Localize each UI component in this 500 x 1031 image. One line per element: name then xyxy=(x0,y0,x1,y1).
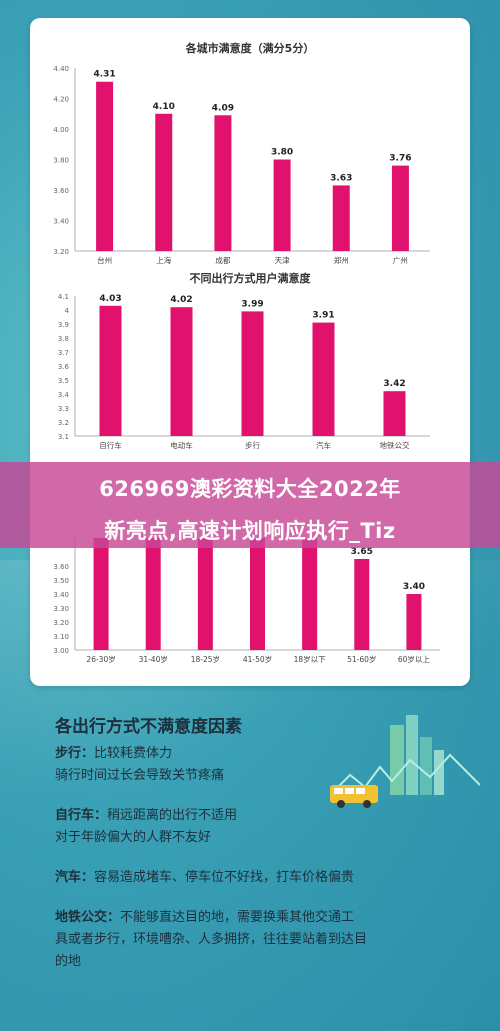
chart1-data-label: 4.10 xyxy=(153,102,175,112)
chart1-data-label: 4.09 xyxy=(212,103,234,113)
chart3-data-label: 3.65 xyxy=(351,547,373,557)
chart3-ytick-label: 3.10 xyxy=(53,633,69,641)
chart3-ytick-label: 3.40 xyxy=(53,591,69,599)
chart2-xtick-label: 自行车 xyxy=(99,440,122,450)
chart2-ytick-label: 3.6 xyxy=(58,363,70,371)
chart2-ytick-label: 3.9 xyxy=(58,321,69,329)
chart3-bar xyxy=(197,538,213,650)
charts-card: 各城市满意度（满分5分） 3.20 3.40 3.60 3.80 4.00 4.20 4.4… xyxy=(30,18,470,686)
factor-text: 稍远距离的出行不适用 对于年龄偏大的人群不友好 xyxy=(55,808,238,845)
chart3-xtick-label: 60岁以上 xyxy=(398,654,431,664)
chart2-data-label: 3.99 xyxy=(241,299,263,309)
factor-text: 比较耗费体力 骑行时间过长会导致关节疼痛 xyxy=(55,746,225,783)
chart3-ytick-label: 3.30 xyxy=(53,605,69,613)
banner-line2: 新亮点,高速计划响应执行_Tiz xyxy=(104,519,396,543)
chart1-data-label: 4.31 xyxy=(93,70,115,80)
chart3-xtick-label: 31-40岁 xyxy=(139,654,168,664)
chart3-ytick-label: 3.00 xyxy=(53,647,69,655)
factor-walk: 步行：比较耗费体力 骑行时间过长会导致关节疼痛 xyxy=(55,743,355,787)
chart1-xtick-label: 郑州 xyxy=(334,255,349,265)
chart2-ytick-label: 3.7 xyxy=(58,349,69,357)
chart3-ytick-label: 3.50 xyxy=(53,577,69,585)
overlay-banner[interactable]: 626969澳彩资料大全2022年 新亮点,高速计划响应执行_Tiz xyxy=(0,462,500,548)
chart1-xtick-label: 成都 xyxy=(215,255,230,265)
chart1-ytick-label: 4.20 xyxy=(53,96,69,104)
section-title: 各出行方式不满意度因素 xyxy=(55,717,242,737)
factor-car: 汽车：容易造成堵车、停车位不好找，打车价格偏贵 xyxy=(55,867,455,889)
chart3-xtick-label: 18-25岁 xyxy=(191,654,220,664)
chart2-ytick-label: 3.3 xyxy=(58,405,69,413)
chart3-xtick-label: 41-50岁 xyxy=(243,654,272,664)
chart2-xtick-label: 地铁公交 xyxy=(380,440,410,450)
chart2-xtick-label: 汽车 xyxy=(316,440,331,450)
chart3-ytick-label: 3.20 xyxy=(53,619,69,627)
chart1-bar xyxy=(214,115,232,252)
factor-text: 不能够直达目的地，需要换乘其他交通工 具或者步行，环境嘈杂、人多拥挤，往往要站着… xyxy=(55,910,368,969)
chart1-bar xyxy=(332,185,350,251)
banner-line1: 626969澳彩资料大全2022年 xyxy=(99,477,401,501)
factor-label: 地铁公交： xyxy=(55,910,121,925)
chart2-data-label: 3.42 xyxy=(383,379,405,389)
chart1-xtick-label: 天津 xyxy=(275,256,290,265)
chart3-bar xyxy=(145,538,161,650)
chart1-xtick-label: 上海 xyxy=(156,255,171,265)
chart2-title: 不同出行方式用户满意度 xyxy=(189,272,311,285)
chart1-bar xyxy=(155,113,173,251)
chart1-ytick-label: 3.20 xyxy=(53,248,69,256)
chart1-data-label: 3.63 xyxy=(330,173,352,183)
chart1-xtick-label: 广州 xyxy=(393,255,408,265)
chart3-xtick-label: 26-30岁 xyxy=(86,654,115,664)
chart3-svg: 3.00 3.10 3.20 3.30 3.40 3.50 3.60 26-30岁 31-40岁… xyxy=(53,538,440,664)
chart2-ytick-label: 3.2 xyxy=(58,419,69,427)
chart2-data-label: 4.02 xyxy=(170,295,192,305)
factor-label: 自行车： xyxy=(55,808,108,823)
chart1-ytick-label: 3.60 xyxy=(53,187,69,195)
chart2-bar xyxy=(99,305,122,436)
city-bus-illustration xyxy=(330,715,480,808)
chart1-bar xyxy=(391,165,409,251)
chart1-ytick-label: 4.00 xyxy=(53,126,69,134)
chart1-ytick-label: 4.40 xyxy=(53,65,69,73)
chart3-bar xyxy=(93,538,109,650)
chart2-xtick-label: 步行 xyxy=(245,440,260,450)
chart2-bar xyxy=(383,391,406,436)
chart2-bar xyxy=(312,322,335,436)
chart1-data-label: 3.80 xyxy=(271,148,293,158)
chart1-data-label: 3.76 xyxy=(389,154,411,164)
chart2-ytick-label: 3.4 xyxy=(58,391,70,399)
chart3-bar xyxy=(250,538,265,650)
factor-bicycle: 自行车：稍远距离的出行不适用 对于年龄偏大的人群不友好 xyxy=(55,805,355,849)
chart2-data-label: 4.03 xyxy=(99,294,121,304)
chart2-bar xyxy=(241,311,264,436)
chart1-ytick-label: 3.40 xyxy=(53,218,69,226)
chart3-bar xyxy=(406,594,422,650)
chart2-data-label: 3.91 xyxy=(312,311,334,321)
chart1-xtick-label: 台州 xyxy=(97,255,112,265)
chart1-ytick-label: 3.80 xyxy=(53,157,69,165)
chart3-ytick-label: 3.60 xyxy=(53,563,69,571)
chart1-bar xyxy=(273,159,291,251)
factor-label: 步行： xyxy=(55,746,95,761)
chart1-svg: 3.20 3.40 3.60 3.80 4.00 4.20 4.40 4.31 台州 4.10 上海… xyxy=(53,65,430,265)
chart2-bar xyxy=(170,307,193,436)
chart1-title: 各城市满意度（满分5分） xyxy=(185,42,315,55)
chart2-ytick-label: 4 xyxy=(65,307,70,315)
chart2-svg: 3.1 3.2 3.3 3.4 3.5 3.6 3.7 3.8 3.9 4 4.1 4.03 自行车 4.… xyxy=(58,293,430,450)
factors-section: 各出行方式不满意度因素 步行：比较耗费体力 骑行时间过长会导致关节疼痛 自行车：… xyxy=(55,712,367,991)
factor-text: 容易造成堵车、停车位不好找，打车价格偏贵 xyxy=(94,870,355,885)
chart2-xtick-label: 电动车 xyxy=(170,440,193,450)
chart2-ytick-label: 3.5 xyxy=(58,377,69,385)
factor-metro: 地铁公交：不能够直达目的地，需要换乘其他交通工 具或者步行，环境嘈杂、人多拥挤，… xyxy=(55,907,455,973)
chart2-ytick-label: 3.8 xyxy=(58,335,69,343)
chart3-xtick-label: 51-60岁 xyxy=(347,654,376,664)
chart3-data-label: 3.40 xyxy=(403,582,425,592)
chart3-xtick-label: 18岁以下 xyxy=(294,654,327,664)
factor-label: 汽车： xyxy=(55,870,95,885)
chart2-ytick-label: 4.1 xyxy=(58,293,69,301)
chart2-ytick-label: 3.1 xyxy=(58,433,69,441)
chart1-bar xyxy=(96,81,114,251)
chart3-bar xyxy=(354,559,370,650)
chart3-bar xyxy=(302,538,318,650)
